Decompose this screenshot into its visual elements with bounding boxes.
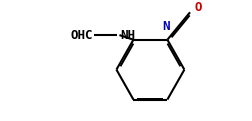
- Text: OHC: OHC: [70, 29, 93, 42]
- Text: N: N: [162, 20, 169, 33]
- Text: NH: NH: [120, 29, 135, 42]
- Text: O: O: [194, 1, 201, 14]
